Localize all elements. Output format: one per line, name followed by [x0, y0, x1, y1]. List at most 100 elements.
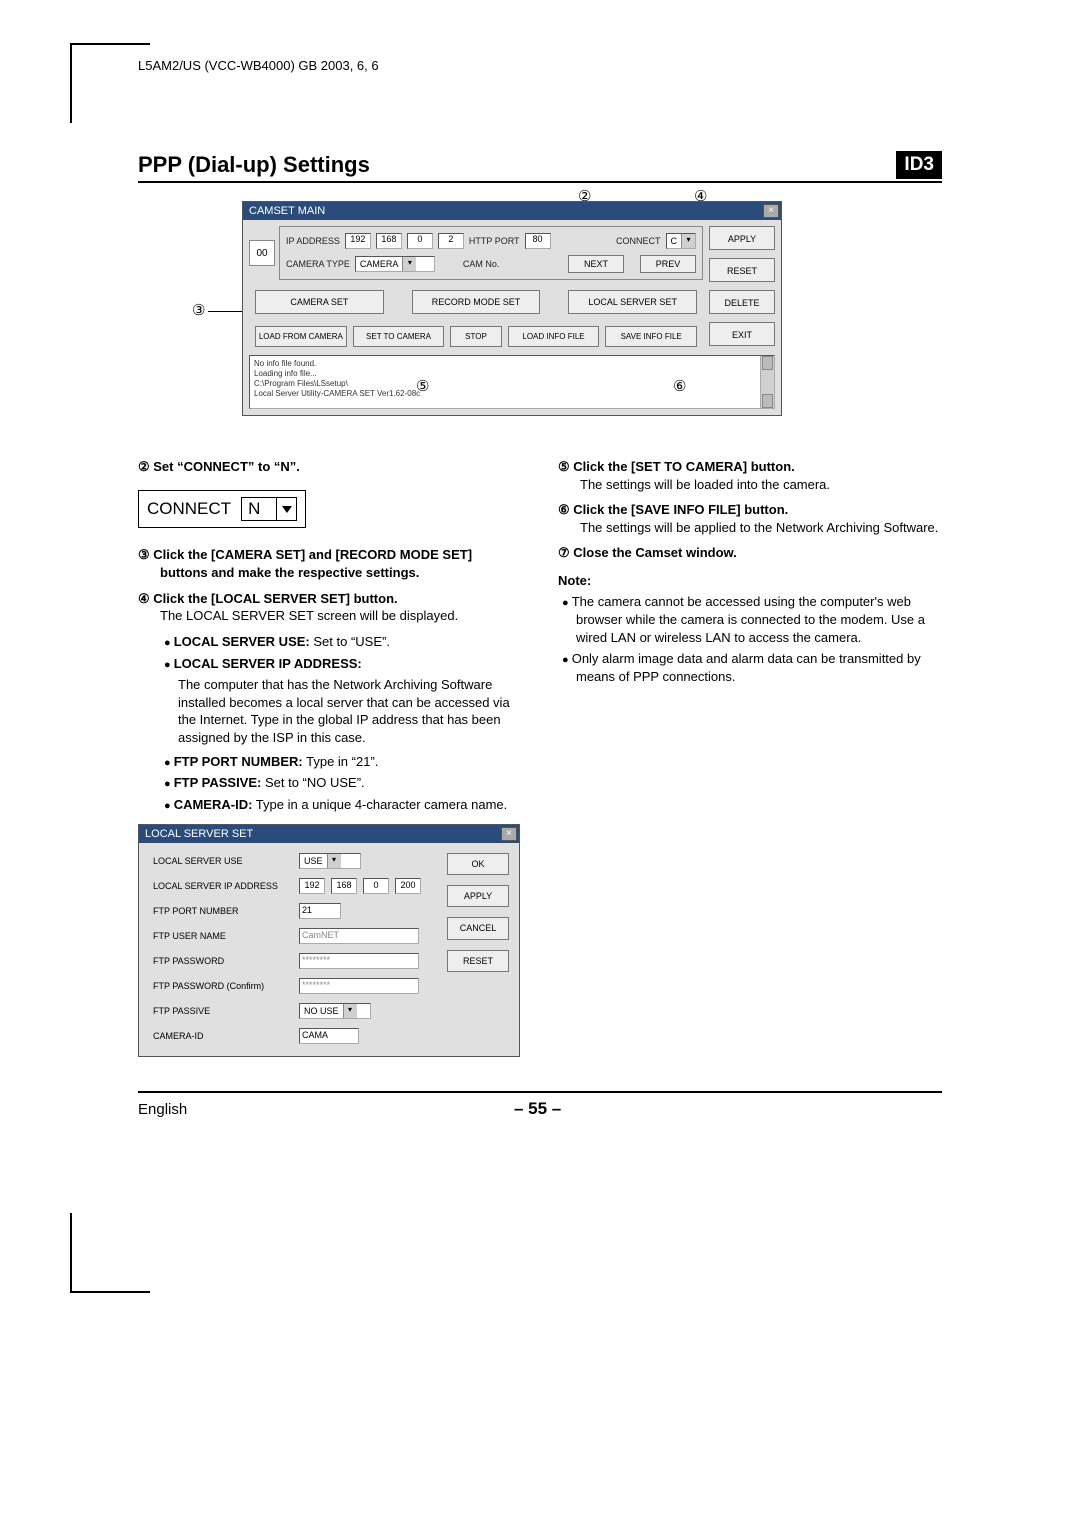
step-6-title: ⑥ Click the [SAVE INFO FILE] button. — [558, 501, 942, 519]
cancel-button[interactable]: CANCEL — [447, 917, 509, 939]
camno-label: CAM No. — [463, 259, 500, 269]
page-title: PPP (Dial-up) Settings — [138, 152, 896, 178]
ok-button[interactable]: OK — [447, 853, 509, 875]
window-title: LOCAL SERVER SET — [145, 827, 501, 842]
bullet-body: The computer that has the Network Archiv… — [138, 676, 522, 746]
step-3-title: ③ Click the [CAMERA SET] and [RECORD MOD… — [138, 546, 522, 581]
load-info-file-button[interactable]: LOAD INFO FILE — [508, 326, 600, 347]
camtype-label: CAMERA TYPE — [286, 259, 350, 269]
chevron-down-icon: ▾ — [343, 1004, 357, 1018]
ls-ip-4[interactable]: 200 — [395, 878, 421, 894]
ls-passive-dropdown[interactable]: NO USE ▾ — [299, 1003, 371, 1019]
ls-use-dropdown[interactable]: USE ▾ — [299, 853, 361, 869]
ip-2[interactable]: 168 — [376, 233, 402, 249]
callout-3: ③ — [192, 301, 205, 319]
id-badge: ID3 — [896, 151, 942, 179]
log-line: Loading info file... — [254, 369, 317, 378]
exit-button[interactable]: EXIT — [709, 322, 775, 346]
crop-mark — [70, 43, 150, 45]
crop-mark — [70, 1213, 72, 1293]
titlebar: LOCAL SERVER SET × — [139, 825, 519, 843]
save-info-file-button[interactable]: SAVE INFO FILE — [605, 326, 697, 347]
ls-passive-label: FTP PASSIVE — [153, 1005, 293, 1017]
camtype-dropdown[interactable]: CAMERA ▾ — [355, 256, 435, 272]
callout-6: ⑥ — [673, 377, 686, 395]
connect-snippet-label: CONNECT — [147, 498, 231, 521]
log-output: No info file found. Loading info file...… — [249, 355, 775, 409]
callout-line — [208, 311, 242, 312]
connect-snippet: CONNECT N — [138, 490, 306, 529]
ls-pass2-input[interactable]: ******** — [299, 978, 419, 994]
bullet: FTP PASSIVE: Set to “NO USE”. — [138, 774, 522, 792]
delete-button[interactable]: DELETE — [709, 290, 775, 314]
doc-id: L5AM2/US (VCC-WB4000) GB 2003, 6, 6 — [138, 58, 942, 73]
log-line: C:\Program Files\LSsetup\ — [254, 379, 348, 388]
connect-snippet-dropdown[interactable]: N — [241, 497, 297, 522]
callout-5: ⑤ — [416, 377, 429, 395]
close-icon[interactable]: × — [763, 204, 779, 218]
ls-port-label: FTP PORT NUMBER — [153, 905, 293, 917]
camtype-value: CAMERA — [356, 259, 403, 269]
ip-4[interactable]: 2 — [438, 233, 464, 249]
close-icon[interactable]: × — [501, 827, 517, 841]
log-line: No info file found. — [254, 359, 316, 368]
ip-3[interactable]: 0 — [407, 233, 433, 249]
apply-button[interactable]: APPLY — [709, 226, 775, 250]
chevron-down-icon: ▾ — [681, 234, 695, 248]
note-bullet: Only alarm image data and alarm data can… — [558, 650, 942, 685]
reset-button[interactable]: RESET — [709, 258, 775, 282]
apply-button[interactable]: APPLY — [447, 885, 509, 907]
ls-port-input[interactable]: 21 — [299, 903, 341, 919]
record-mode-set-button[interactable]: RECORD MODE SET — [412, 290, 541, 314]
local-server-set-window: LOCAL SERVER SET × LOCAL SERVER USE USE … — [138, 824, 520, 1057]
side-button-column: APPLY RESET DELETE EXIT — [709, 226, 775, 355]
body-columns: ② Set “CONNECT” to “N”. CONNECT N ③ Clic… — [138, 452, 942, 1057]
connect-label: CONNECT — [616, 236, 661, 246]
log-line: Local Server Utility-CAMERA SET Ver1.62-… — [254, 389, 420, 398]
connect-dropdown[interactable]: C ▾ — [666, 233, 697, 249]
chevron-down-icon: ▾ — [402, 257, 416, 271]
next-button[interactable]: NEXT — [568, 255, 624, 273]
step-4-title: ④ Click the [LOCAL SERVER SET] button. — [138, 590, 522, 608]
ip-1[interactable]: 192 — [345, 233, 371, 249]
cam-number-cell: 00 — [249, 240, 275, 266]
chevron-down-icon — [276, 498, 296, 520]
step-7-title: ⑦ Close the Camset window. — [558, 544, 942, 562]
step-2-title: ② Set “CONNECT” to “N”. — [138, 458, 522, 476]
step-4-body: The LOCAL SERVER SET screen will be disp… — [138, 608, 458, 623]
camset-main-window: CAMSET MAIN × 00 IP ADDRESS 192 168 — [242, 201, 782, 416]
port-input[interactable]: 80 — [525, 233, 551, 249]
crop-mark — [70, 43, 72, 123]
ip-label: IP ADDRESS — [286, 236, 340, 246]
ls-ip-label: LOCAL SERVER IP ADDRESS — [153, 880, 293, 892]
page-footer: English – 55 – — [138, 1091, 942, 1119]
note-heading: Note: — [558, 572, 942, 590]
note-bullet: The camera cannot be accessed using the … — [558, 593, 942, 646]
section-header: PPP (Dial-up) Settings ID3 — [138, 151, 942, 183]
ls-pass-input[interactable]: ******** — [299, 953, 419, 969]
connect-snippet-value: N — [242, 498, 276, 521]
load-from-camera-button[interactable]: LOAD FROM CAMERA — [255, 326, 347, 347]
stop-button[interactable]: STOP — [450, 326, 501, 347]
ls-ip-3[interactable]: 0 — [363, 878, 389, 894]
camera-set-button[interactable]: CAMERA SET — [255, 290, 384, 314]
ls-pass-label: FTP PASSWORD — [153, 955, 293, 967]
window-title: CAMSET MAIN — [249, 205, 763, 217]
window-body: 00 IP ADDRESS 192 168 0 2 HTTP PORT 80 — [243, 220, 781, 415]
page: L5AM2/US (VCC-WB4000) GB 2003, 6, 6 PPP … — [0, 0, 1080, 1528]
scrollbar[interactable] — [760, 356, 774, 408]
connect-value: C — [667, 236, 682, 246]
bullet: LOCAL SERVER IP ADDRESS: — [138, 655, 522, 673]
step-5-title: ⑤ Click the [SET TO CAMERA] button. — [558, 458, 942, 476]
ls-ip-1[interactable]: 192 — [299, 878, 325, 894]
local-server-set-button[interactable]: LOCAL SERVER SET — [568, 290, 697, 314]
reset-button[interactable]: RESET — [447, 950, 509, 972]
prev-button[interactable]: PREV — [640, 255, 696, 273]
footer-lang: English — [138, 1101, 187, 1118]
ls-ip-2[interactable]: 168 — [331, 878, 357, 894]
set-to-camera-button[interactable]: SET TO CAMERA — [353, 326, 445, 347]
port-label: HTTP PORT — [469, 236, 520, 246]
bullet: CAMERA-ID: Type in a unique 4-character … — [138, 796, 522, 814]
ls-user-input[interactable]: CamNET — [299, 928, 419, 944]
ls-camid-input[interactable]: CAMA — [299, 1028, 359, 1044]
